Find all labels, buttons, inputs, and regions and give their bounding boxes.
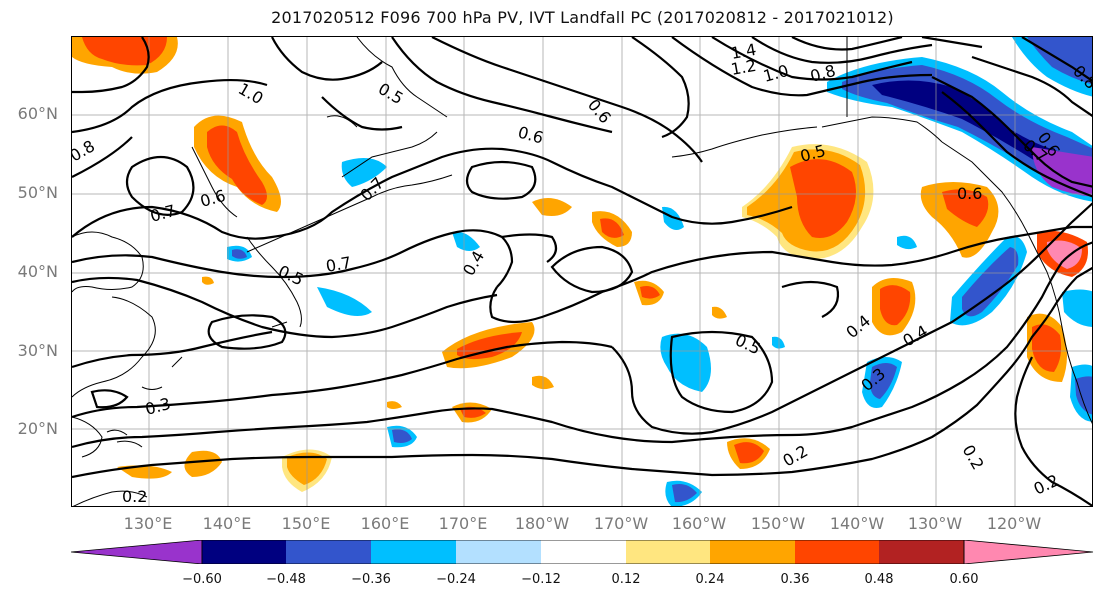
contour-label: 0.4 [459, 247, 488, 279]
lon-label-130e: 130°E [123, 514, 173, 533]
shade-patch [734, 442, 764, 464]
contour-label: 1.0 [761, 61, 791, 86]
map-panel: 1.4 1.2 1.0 0.8 1.0 0.5 0.6 0.6 0.5 0.7 … [71, 36, 1093, 507]
contour-label: 0.6 [516, 123, 546, 148]
colorbar-extend-high [963, 539, 1094, 565]
contour-label: 0.2 [122, 487, 147, 506]
shade-patch [870, 363, 897, 399]
lon-label-180w: 180°W [514, 514, 570, 533]
colorbar-extend-low [70, 539, 203, 565]
shade-patch [184, 450, 222, 477]
pv-contours [72, 37, 1092, 506]
shade-patch [660, 333, 711, 392]
lon-label-150e: 150°E [281, 514, 331, 533]
lon-label-160e: 160°E [360, 514, 410, 533]
contour-label: 1.4 [729, 40, 757, 63]
contour-label: 1.2 [729, 56, 757, 79]
contour-label: 0.3 [143, 394, 173, 419]
colorbar-tick: −0.12 [521, 572, 561, 587]
colorbar-tick: −0.36 [351, 572, 391, 587]
chart-title: 2017020512 F096 700 hPa PV, IVT Landfall… [271, 8, 894, 27]
contour-label: 0.8 [72, 136, 98, 165]
lon-label-160w: 160°W [671, 514, 727, 533]
shade-patch [207, 125, 267, 205]
colorbar-segment [795, 540, 879, 564]
lon-label-140e: 140°E [202, 514, 252, 533]
shade-patch [457, 332, 522, 360]
contour-label: 0.6 [584, 95, 615, 127]
lon-label-170e: 170°E [438, 514, 488, 533]
shade-patch [672, 484, 697, 503]
colorbar [70, 539, 1095, 568]
lon-label-120w: 120°W [986, 514, 1042, 533]
shade-patch [317, 287, 372, 316]
lon-label-150w: 150°W [750, 514, 806, 533]
lat-label-20n: 20°N [17, 419, 58, 438]
shade-patch [962, 247, 1019, 317]
colorbar-tick: 0.24 [695, 572, 725, 587]
shade-patch [1032, 324, 1062, 372]
shade-patch [202, 276, 214, 285]
shade-patch [790, 159, 856, 238]
shaded-anomalies [72, 37, 1092, 506]
shade-patch [942, 189, 989, 227]
lon-label-130w: 130°W [907, 514, 963, 533]
lon-label-140w: 140°W [829, 514, 885, 533]
shade-patch [1075, 376, 1092, 415]
contour-label: 0.2 [780, 441, 812, 470]
colorbar-segment [879, 540, 964, 564]
shade-patch [600, 218, 624, 238]
lat-label-50n: 50°N [17, 183, 58, 202]
shade-patch [712, 306, 727, 319]
shade-patch [1047, 240, 1082, 269]
shade-patch [880, 285, 911, 326]
coastlines [72, 37, 1092, 506]
colorbar-tick: −0.60 [182, 572, 222, 587]
shade-patch [897, 235, 917, 250]
shade-patch [452, 231, 480, 251]
shade-patch [640, 286, 660, 299]
contour-label: 0.5 [275, 261, 306, 289]
contour-label: 0.7 [324, 253, 352, 276]
colorbar-segment [710, 540, 795, 564]
shade-patch [532, 198, 572, 216]
gridlines [72, 37, 1092, 506]
lat-label-60n: 60°N [17, 104, 58, 123]
colorbar-segment [626, 540, 710, 564]
contour-label: 0.6 [198, 186, 228, 211]
shade-patch [1032, 147, 1092, 197]
contour-label: 0.2 [1031, 471, 1062, 499]
contour-label: 0.2 [959, 442, 988, 474]
colorbar-tick: −0.24 [436, 572, 476, 587]
shade-patch [232, 249, 247, 259]
shade-patch [392, 429, 412, 443]
lon-label-170w: 170°W [593, 514, 649, 533]
contour-label: 0.7 [148, 201, 178, 226]
shade-patch [387, 401, 402, 409]
colorbar-segment [286, 540, 371, 564]
contour-label: 0.6 [957, 184, 982, 203]
colorbar-tick: 0.12 [611, 572, 641, 587]
colorbar-segment [541, 540, 626, 564]
colorbar-segment [456, 540, 541, 564]
lat-label-30n: 30°N [17, 341, 58, 360]
colorbar-tick: 0.36 [780, 572, 810, 587]
colorbar-tick: 0.48 [864, 572, 894, 587]
contour-label: 0.4 [842, 311, 874, 342]
colorbar-segment [371, 540, 456, 564]
shade-patch [341, 158, 387, 187]
colorbar-tick: −0.48 [266, 572, 306, 587]
lat-label-40n: 40°N [17, 262, 58, 281]
colorbar-segment [202, 540, 286, 564]
shade-patch [117, 465, 172, 479]
shade-patch [1062, 289, 1092, 327]
colorbar-tick: 0.60 [949, 572, 979, 587]
